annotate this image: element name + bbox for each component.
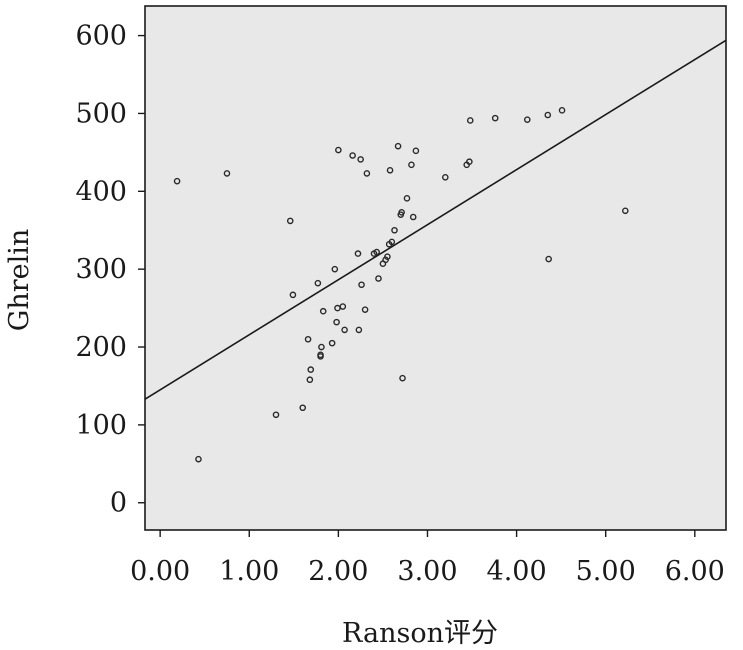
- data-point: [306, 376, 314, 384]
- points-layer: [173, 107, 629, 463]
- data-point: [319, 307, 327, 315]
- data-point: [299, 404, 307, 412]
- data-point: [195, 455, 202, 463]
- data-point: [272, 411, 280, 419]
- data-point: [544, 111, 552, 119]
- data-point: [335, 146, 342, 154]
- data-point: [339, 303, 347, 310]
- x-tick-label: 5.00: [576, 556, 636, 587]
- data-point: [523, 116, 531, 123]
- data-point: [394, 142, 402, 150]
- x-axis-label: Ranson评分: [342, 618, 498, 649]
- x-tick-label: 3.00: [397, 556, 457, 587]
- data-point: [354, 250, 362, 257]
- x-tick-label: 0.00: [130, 556, 190, 587]
- data-point: [558, 107, 566, 114]
- regression-line: [144, 39, 727, 400]
- y-tick-label: 400: [75, 176, 127, 207]
- data-point: [408, 161, 415, 169]
- data-point: [388, 238, 396, 246]
- data-point: [491, 114, 499, 122]
- data-point: [328, 339, 336, 347]
- data-point: [399, 374, 406, 382]
- y-tick-label: 100: [75, 410, 127, 441]
- data-point: [333, 318, 340, 326]
- data-point: [358, 281, 365, 289]
- plot-area: [144, 5, 727, 531]
- data-point: [349, 152, 356, 159]
- x-tick-label: 2.00: [308, 556, 368, 587]
- y-tick-label: 300: [75, 254, 127, 285]
- fit-line-layer: [144, 39, 727, 400]
- data-point: [375, 275, 382, 282]
- data-point: [386, 166, 394, 174]
- data-point: [466, 117, 474, 124]
- y-tick-label: 0: [110, 488, 127, 519]
- y-axis: 0 100 200 300 400 500 600: [75, 21, 145, 519]
- y-tick-label: 600: [75, 21, 127, 52]
- x-tick-label: 4.00: [487, 556, 547, 587]
- y-axis-label: Ghrelin: [4, 229, 35, 332]
- data-point: [384, 253, 391, 261]
- y-tick-label: 500: [75, 98, 127, 129]
- y-tick-label: 200: [75, 332, 127, 363]
- data-point: [466, 158, 473, 166]
- data-point: [317, 351, 324, 359]
- data-point: [403, 195, 411, 202]
- data-point: [361, 306, 369, 313]
- x-tick-label: 1.00: [219, 556, 279, 587]
- data-point: [341, 326, 348, 334]
- data-point: [412, 147, 420, 155]
- data-point: [622, 207, 629, 215]
- data-point: [373, 248, 380, 256]
- data-point: [307, 366, 315, 373]
- data-point: [286, 217, 294, 225]
- data-point: [223, 170, 231, 177]
- data-point: [442, 173, 449, 181]
- data-point: [289, 291, 297, 299]
- data-point: [318, 343, 325, 351]
- data-point: [331, 265, 339, 273]
- data-point: [363, 170, 371, 177]
- x-tick-label: 6.00: [665, 556, 725, 587]
- data-point: [545, 255, 552, 263]
- data-point: [314, 279, 322, 287]
- data-point: [357, 156, 364, 163]
- data-point: [304, 335, 312, 343]
- data-point: [173, 177, 181, 185]
- data-point: [391, 226, 398, 234]
- data-point: [355, 326, 363, 334]
- x-axis: 0.00 1.00 2.00 3.00 4.00 5.00 6.00: [130, 530, 725, 587]
- data-point: [409, 213, 417, 221]
- data-point: [398, 209, 405, 216]
